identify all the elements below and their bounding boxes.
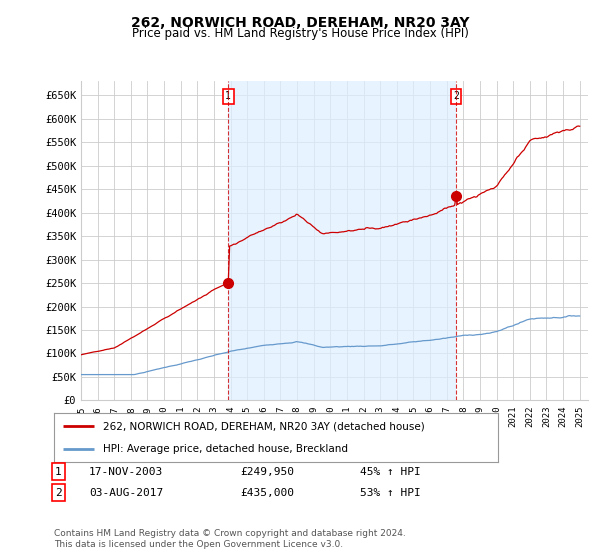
Text: 17-NOV-2003: 17-NOV-2003	[89, 466, 163, 477]
Text: 262, NORWICH ROAD, DEREHAM, NR20 3AY (detached house): 262, NORWICH ROAD, DEREHAM, NR20 3AY (de…	[103, 421, 425, 431]
Text: 1: 1	[226, 91, 231, 101]
Bar	[228, 81, 456, 400]
Text: HPI: Average price, detached house, Breckland: HPI: Average price, detached house, Brec…	[103, 444, 348, 454]
Text: 2: 2	[453, 91, 459, 101]
Text: 2: 2	[55, 488, 62, 498]
Text: 03-AUG-2017: 03-AUG-2017	[89, 488, 163, 498]
Text: £249,950: £249,950	[240, 466, 294, 477]
Text: Price paid vs. HM Land Registry's House Price Index (HPI): Price paid vs. HM Land Registry's House …	[131, 27, 469, 40]
Text: 45% ↑ HPI: 45% ↑ HPI	[360, 466, 421, 477]
Text: 262, NORWICH ROAD, DEREHAM, NR20 3AY: 262, NORWICH ROAD, DEREHAM, NR20 3AY	[131, 16, 469, 30]
Text: 53% ↑ HPI: 53% ↑ HPI	[360, 488, 421, 498]
Text: Contains HM Land Registry data © Crown copyright and database right 2024.
This d: Contains HM Land Registry data © Crown c…	[54, 529, 406, 549]
Text: £435,000: £435,000	[240, 488, 294, 498]
Text: 1: 1	[55, 466, 62, 477]
